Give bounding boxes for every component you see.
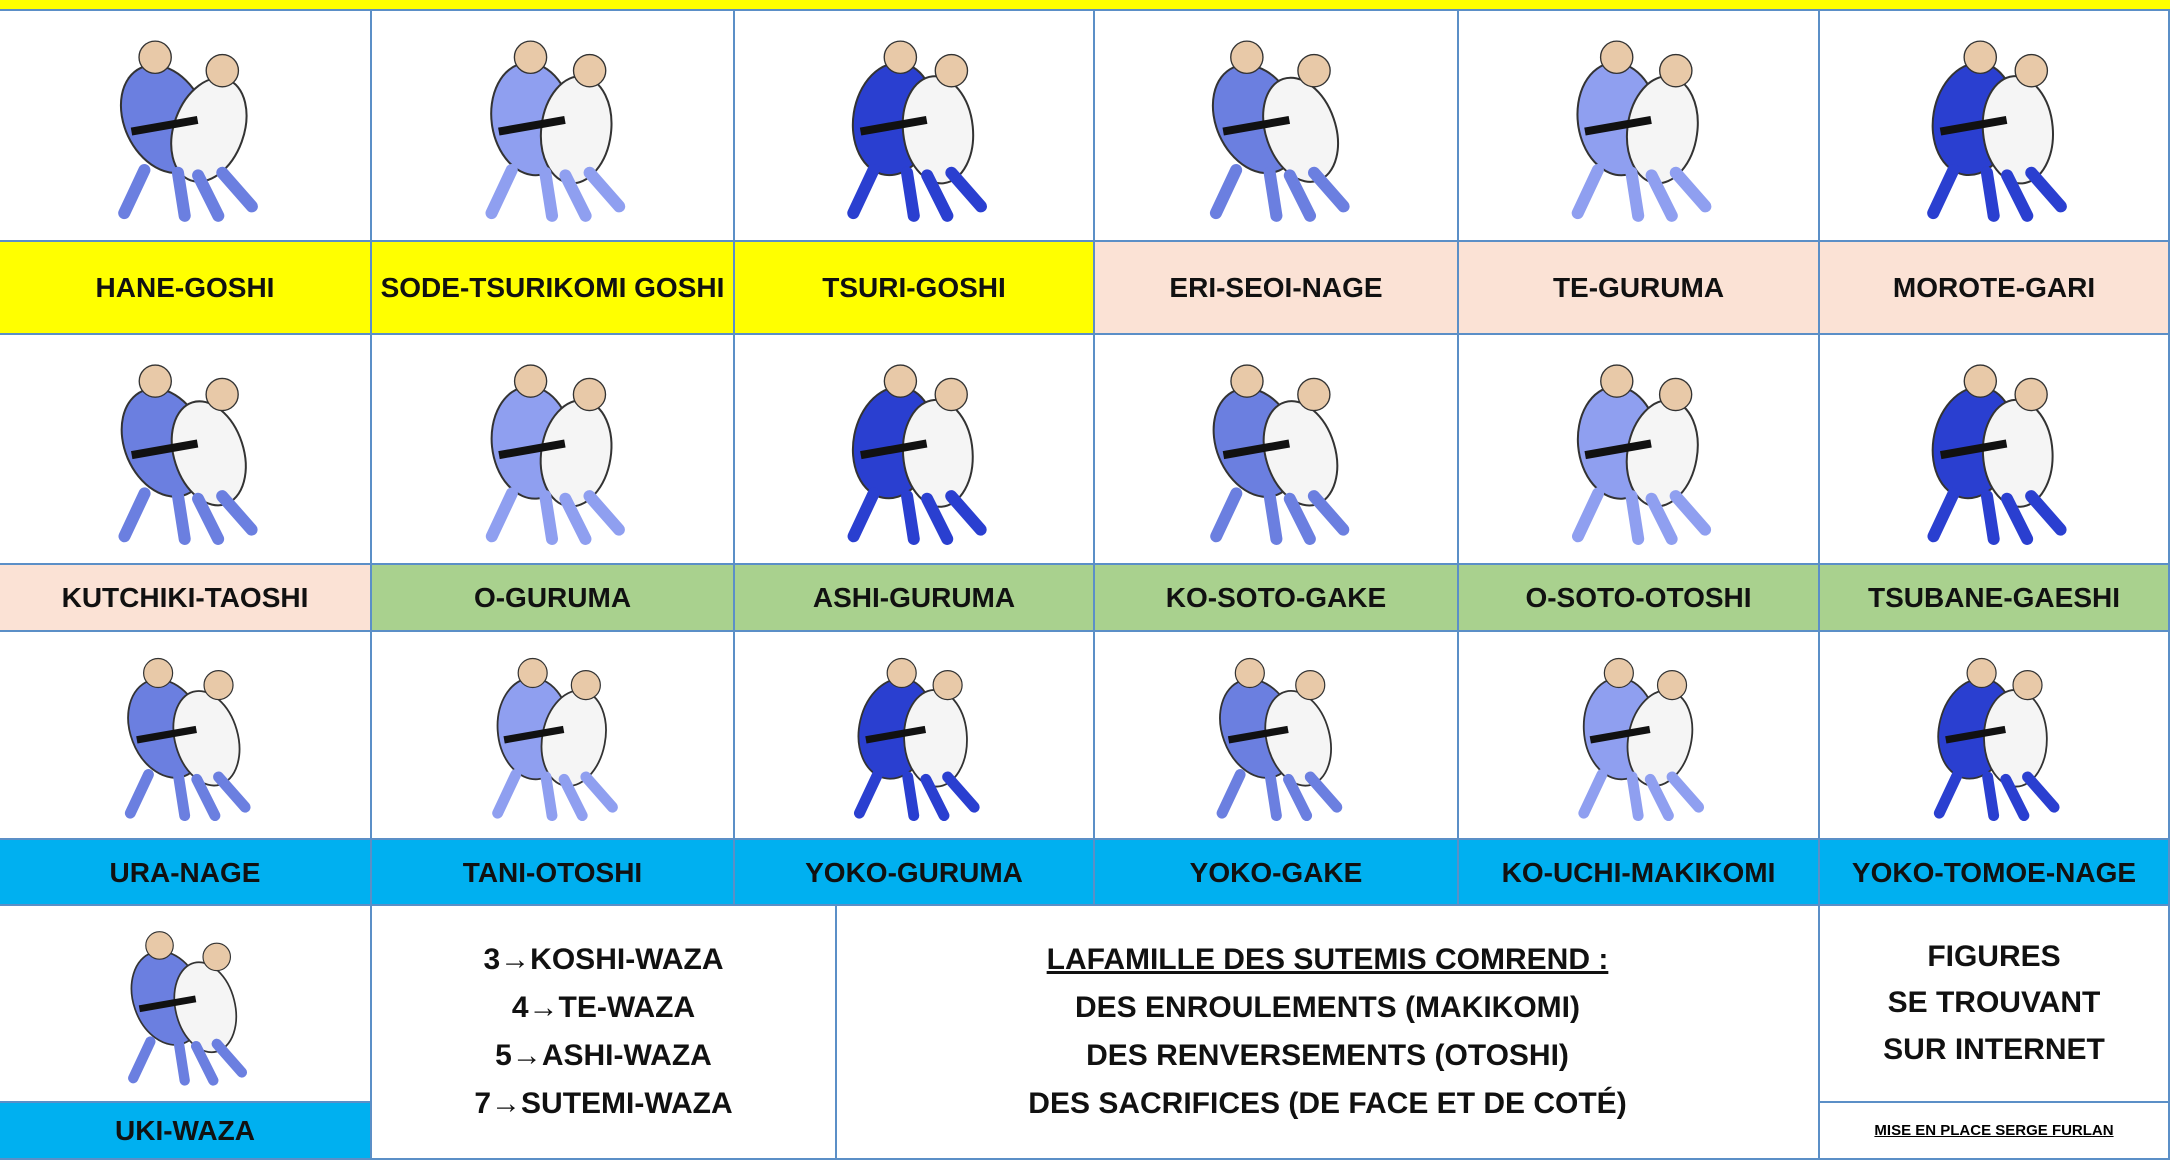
technique-label: HANE-GOSHI (0, 242, 372, 335)
judoka-illustration (1934, 658, 2060, 822)
judoka-illustration (854, 658, 980, 822)
figures-note: FIGURES SE TROUVANT SUR INTERNET (1820, 906, 2170, 1103)
technique-label: TE-GURUMA (1459, 242, 1820, 335)
technique-label: YOKO-TOMOE-NAGE (1820, 840, 2170, 906)
technique-label: MOROTE-GARI (1820, 242, 2170, 335)
judoka-illustration (1209, 364, 1349, 545)
technique-image (1459, 632, 1820, 840)
technique-image (1095, 335, 1459, 565)
technique-image (372, 11, 735, 242)
technique-image (1459, 335, 1820, 565)
technique-label: ERI-SEOI-NAGE (1095, 242, 1459, 335)
judoka-illustration (125, 658, 251, 822)
technique-label: UKI-WAZA (0, 1103, 372, 1160)
judoka-illustration (118, 40, 259, 222)
legend-item: 5→ASHI-WAZA (495, 1039, 712, 1072)
judoka-illustration (1927, 364, 2067, 545)
technique-label: YOKO-GURUMA (735, 840, 1095, 906)
technique-label: TANI-OTOSHI (372, 840, 735, 906)
judoka-illustration (486, 364, 626, 545)
technique-label: TSUBANE-GAESHI (1820, 565, 2170, 632)
judoka-illustration (492, 658, 619, 822)
figures-line: SE TROUVANT (1887, 986, 2101, 1020)
top-band (0, 0, 2170, 11)
judoka-illustration (1209, 40, 1350, 222)
technique-image (1820, 11, 2170, 242)
technique-label: URA-NAGE (0, 840, 372, 906)
judoka-illustration (1216, 658, 1342, 822)
legend-item: 7→SUTEMI-WAZA (474, 1087, 733, 1120)
sutemi-line: DES ENROULEMENTS (MAKIKOMI) (1075, 991, 1580, 1024)
technique-image (735, 335, 1095, 565)
judoka-illustration (847, 364, 987, 545)
judoka-illustration (1571, 40, 1712, 222)
technique-image (735, 632, 1095, 840)
technique-image (1459, 11, 1820, 242)
technique-image (372, 632, 735, 840)
sutemi-line: DES SACRIFICES (DE FACE ET DE COTÉ) (1028, 1087, 1627, 1120)
judoka-illustration (485, 40, 626, 222)
judoka-illustration (1927, 40, 2068, 222)
technique-label: TSURI-GOSHI (735, 242, 1095, 335)
technique-label: KO-SOTO-GAKE (1095, 565, 1459, 632)
technique-image (0, 335, 372, 565)
sutemi-block: LAFAMILLE DES SUTEMIS COMREND : DES ENROU… (837, 906, 1820, 1160)
technique-label: O-SOTO-OTOSHI (1459, 565, 1820, 632)
legend-block: 3→KOSHI-WAZA 4→TE-WAZA 5→ASHI-WAZA 7→SUTEMI… (372, 906, 837, 1160)
technique-label: ASHI-GURUMA (735, 565, 1095, 632)
judoka-illustration (1572, 364, 1712, 545)
technique-image (1820, 335, 2170, 565)
judoka-illustration (1578, 658, 1705, 822)
technique-image (1095, 11, 1459, 242)
author-credit: MISE EN PLACE SERGE FURLAN (1820, 1103, 2170, 1160)
technique-image (372, 335, 735, 565)
figures-line: SUR INTERNET (1883, 1032, 2105, 1066)
technique-label: KUTCHIKI-TAOSHI (0, 565, 372, 632)
judoka-illustration (118, 364, 258, 545)
technique-image (1820, 632, 2170, 840)
technique-image (1095, 632, 1459, 840)
legend-item: 3→KOSHI-WAZA (483, 943, 724, 976)
legend-item: 4→TE-WAZA (511, 991, 696, 1024)
sutemi-line: DES RENVERSEMENTS (OTOSHI) (1086, 1039, 1569, 1072)
technique-image (0, 11, 372, 242)
technique-label: KO-UCHI-MAKIKOMI (1459, 840, 1820, 906)
sutemi-heading: LAFAMILLE DES SUTEMIS COMREND : (1046, 943, 1609, 976)
technique-label: YOKO-GAKE (1095, 840, 1459, 906)
technique-image (0, 632, 372, 840)
technique-label: SODE-TSURIKOMI GOSHI (372, 242, 735, 335)
technique-image (0, 906, 372, 1103)
figures-line: FIGURES (1927, 939, 2061, 973)
judoka-illustration (128, 930, 248, 1086)
judoka-illustration (847, 40, 988, 222)
technique-label: O-GURUMA (372, 565, 735, 632)
technique-image (735, 11, 1095, 242)
